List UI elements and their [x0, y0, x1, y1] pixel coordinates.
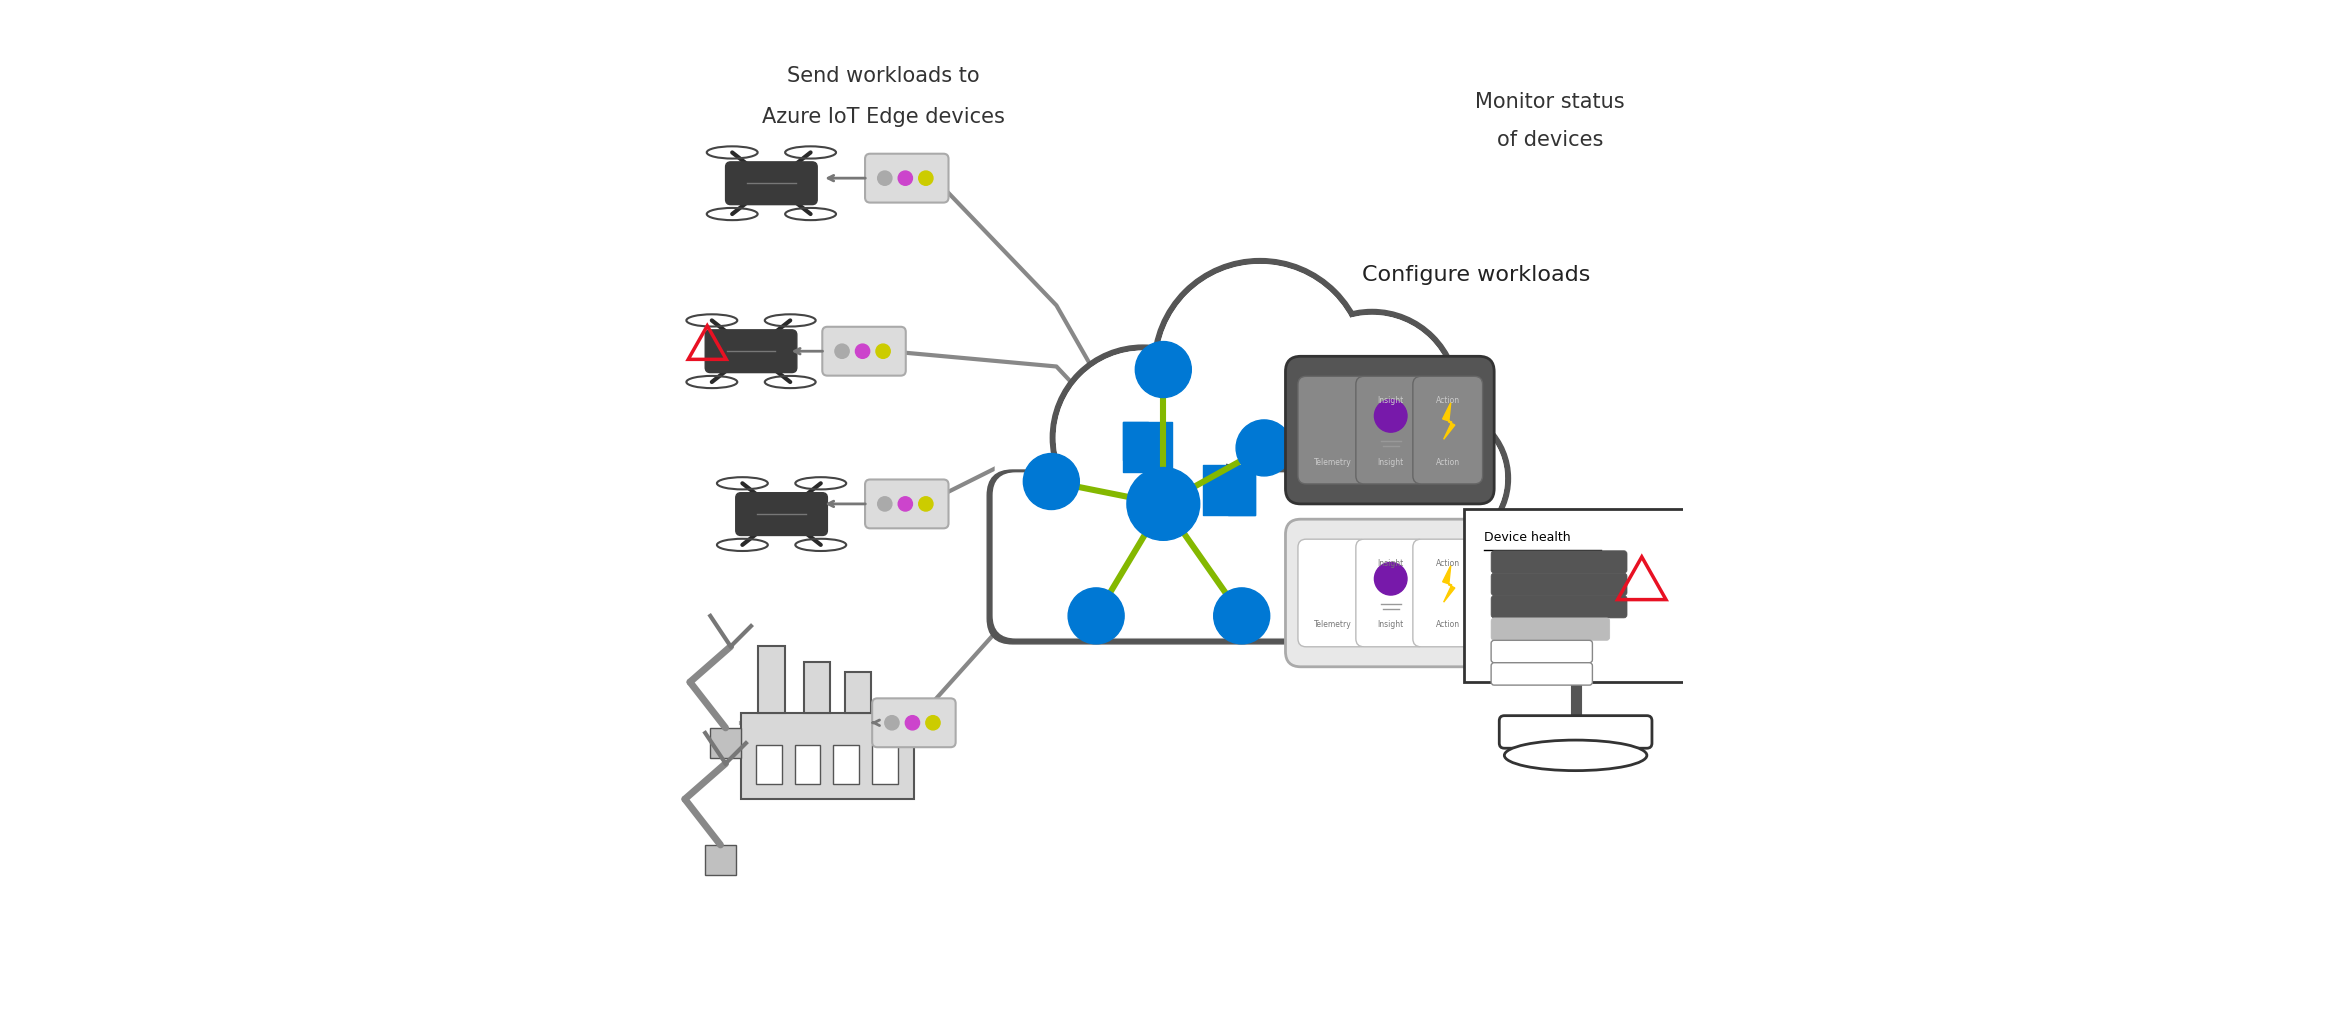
Circle shape	[1375, 563, 1406, 596]
Circle shape	[1136, 342, 1192, 398]
Circle shape	[1373, 412, 1504, 545]
Circle shape	[1237, 419, 1293, 476]
FancyBboxPatch shape	[845, 672, 871, 713]
Circle shape	[1213, 588, 1270, 644]
FancyBboxPatch shape	[742, 713, 913, 799]
FancyBboxPatch shape	[1286, 519, 1495, 667]
FancyBboxPatch shape	[756, 745, 782, 784]
Circle shape	[918, 497, 934, 511]
Circle shape	[1127, 467, 1199, 541]
Text: Configure workloads: Configure workloads	[1361, 265, 1591, 285]
Circle shape	[885, 716, 899, 730]
Circle shape	[1375, 400, 1406, 433]
FancyBboxPatch shape	[796, 745, 819, 784]
Polygon shape	[1443, 566, 1455, 603]
Circle shape	[878, 171, 892, 185]
Text: Telemetry: Telemetry	[1314, 620, 1352, 629]
Text: Telemetry: Telemetry	[1314, 457, 1352, 466]
Circle shape	[878, 497, 892, 511]
FancyBboxPatch shape	[873, 698, 955, 747]
Circle shape	[1152, 259, 1368, 474]
Circle shape	[1068, 588, 1124, 644]
Circle shape	[1373, 412, 1504, 545]
Text: Azure IoT Edge devices: Azure IoT Edge devices	[763, 107, 1005, 127]
FancyBboxPatch shape	[704, 845, 735, 875]
FancyBboxPatch shape	[995, 431, 1483, 635]
FancyBboxPatch shape	[833, 745, 859, 784]
FancyBboxPatch shape	[805, 662, 831, 713]
FancyBboxPatch shape	[821, 327, 906, 376]
Text: Action: Action	[1436, 396, 1460, 405]
FancyBboxPatch shape	[1490, 573, 1626, 596]
Circle shape	[875, 344, 890, 358]
FancyBboxPatch shape	[1490, 551, 1626, 573]
Text: Action: Action	[1436, 559, 1460, 568]
FancyBboxPatch shape	[873, 745, 897, 784]
Text: Insight: Insight	[1378, 559, 1404, 568]
Text: Send workloads to: Send workloads to	[786, 66, 979, 87]
FancyBboxPatch shape	[988, 470, 1493, 644]
Text: Insight: Insight	[1378, 620, 1404, 629]
Text: Insight: Insight	[1378, 396, 1404, 405]
FancyBboxPatch shape	[866, 154, 948, 203]
Circle shape	[1291, 316, 1453, 478]
FancyBboxPatch shape	[758, 646, 784, 713]
Text: of devices: of devices	[1497, 130, 1603, 151]
FancyBboxPatch shape	[1286, 356, 1495, 504]
Text: Device health: Device health	[1483, 531, 1570, 545]
FancyBboxPatch shape	[1490, 663, 1591, 685]
Text: Monitor status: Monitor status	[1476, 92, 1624, 112]
FancyBboxPatch shape	[1413, 540, 1483, 646]
FancyBboxPatch shape	[725, 162, 817, 205]
FancyBboxPatch shape	[1298, 540, 1368, 646]
FancyBboxPatch shape	[1298, 377, 1368, 484]
Circle shape	[836, 344, 850, 358]
Circle shape	[1366, 406, 1511, 551]
Text: Action: Action	[1436, 457, 1460, 466]
Circle shape	[1051, 345, 1235, 530]
FancyBboxPatch shape	[993, 473, 1486, 637]
Circle shape	[1023, 454, 1080, 510]
FancyBboxPatch shape	[711, 728, 742, 758]
FancyBboxPatch shape	[1357, 377, 1425, 484]
FancyBboxPatch shape	[1490, 640, 1591, 663]
Circle shape	[1056, 351, 1230, 524]
Circle shape	[899, 171, 913, 185]
FancyBboxPatch shape	[735, 493, 828, 535]
Circle shape	[899, 497, 913, 511]
Circle shape	[918, 171, 934, 185]
FancyBboxPatch shape	[1413, 377, 1483, 484]
FancyBboxPatch shape	[1490, 618, 1610, 640]
FancyBboxPatch shape	[1500, 716, 1652, 748]
FancyBboxPatch shape	[866, 479, 948, 528]
Ellipse shape	[1504, 740, 1648, 771]
Polygon shape	[1443, 403, 1455, 440]
Circle shape	[925, 716, 941, 730]
FancyBboxPatch shape	[704, 330, 798, 373]
FancyBboxPatch shape	[1357, 540, 1425, 646]
FancyBboxPatch shape	[1490, 596, 1626, 618]
Circle shape	[1284, 309, 1460, 485]
Text: Insight: Insight	[1378, 457, 1404, 466]
Circle shape	[1157, 265, 1361, 468]
Circle shape	[1056, 351, 1230, 524]
Text: Action: Action	[1436, 620, 1460, 629]
Circle shape	[906, 716, 920, 730]
Circle shape	[1291, 316, 1453, 478]
Circle shape	[1157, 265, 1361, 468]
FancyBboxPatch shape	[1465, 509, 1687, 682]
Circle shape	[854, 344, 871, 358]
